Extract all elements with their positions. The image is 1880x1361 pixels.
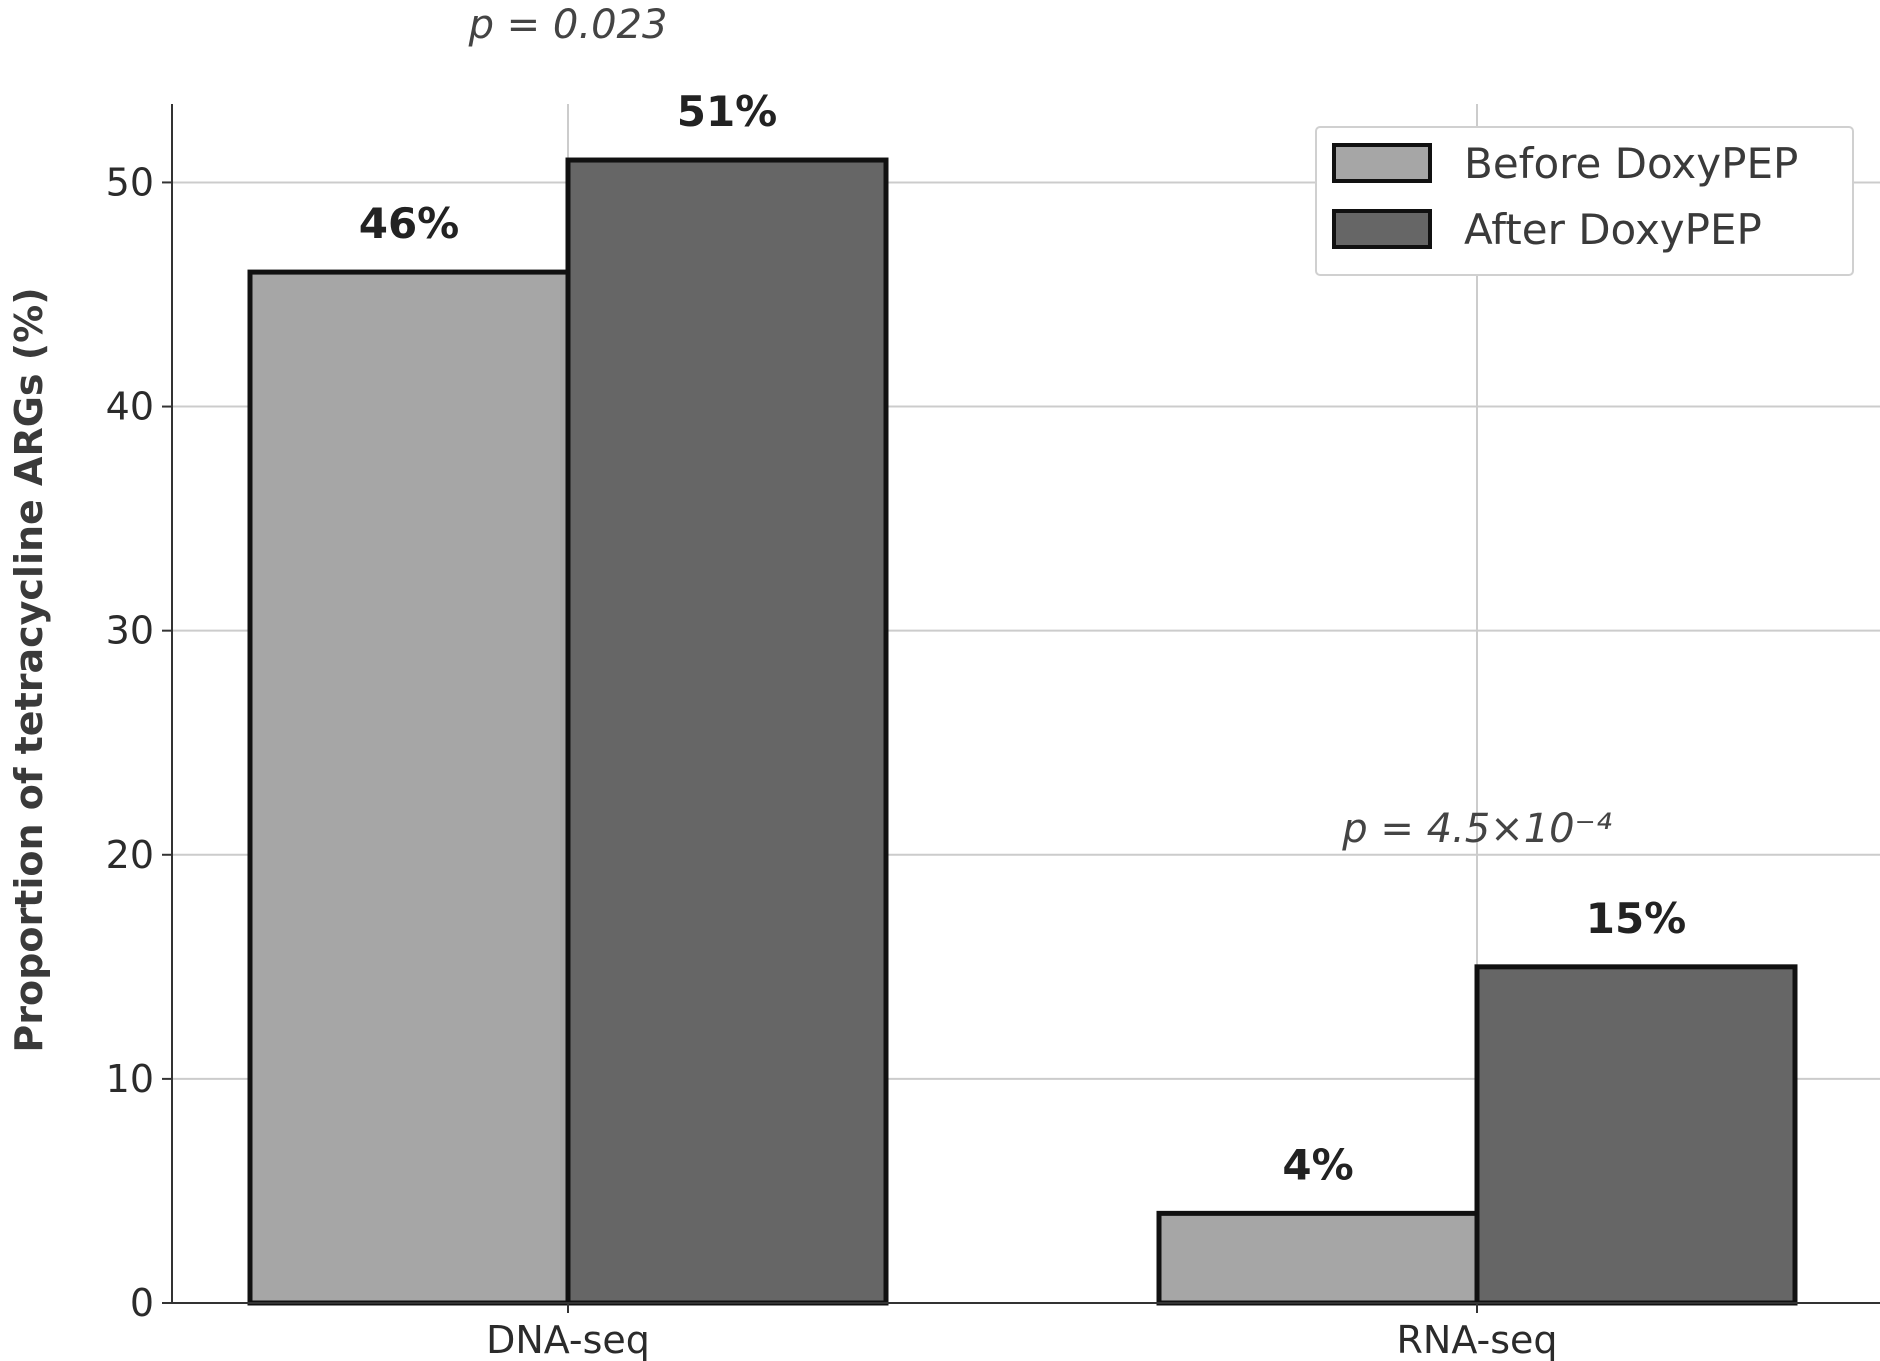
axes: 0 10 20 30 40 50 DNA-seq RNA-seq xyxy=(106,104,1880,1361)
legend-label-after: After DoxyPEP xyxy=(1464,205,1762,254)
bar-rna-seq-before xyxy=(1156,1210,1480,1306)
bar-dna-seq-after xyxy=(565,157,889,1306)
y-tick-label-40: 40 xyxy=(106,385,154,429)
x-tick-label-rna-seq: RNA-seq xyxy=(1397,1318,1558,1361)
p-value-annotation-rna-seq: p = 4.5×10⁻⁴ xyxy=(1341,806,1612,852)
y-tick-label-0: 0 xyxy=(130,1281,154,1325)
data-label-dna-seq-after: 51% xyxy=(677,87,778,136)
bars xyxy=(247,157,1798,1306)
p-value-annotation-dna-seq: p = 0.023 xyxy=(468,2,668,48)
legend-swatch-after xyxy=(1332,209,1432,249)
data-labels: 46% 4% 51% 15% p = 0.023 p = 4.5×10⁻⁴ xyxy=(359,2,1687,1189)
data-label-rna-seq-after: 15% xyxy=(1586,894,1687,943)
legend-label-before: Before DoxyPEP xyxy=(1464,139,1798,188)
data-label-rna-seq-before: 4% xyxy=(1282,1140,1353,1189)
legend[interactable]: Before DoxyPEP After DoxyPEP xyxy=(1315,126,1854,276)
y-axis-title: Proportion of tetracycline ARGs (%) xyxy=(7,287,51,1052)
legend-frame xyxy=(1315,126,1854,276)
y-tick-label-10: 10 xyxy=(106,1057,154,1101)
bar-dna-seq-before xyxy=(247,269,571,1306)
bar-rna-seq-after xyxy=(1474,964,1798,1306)
y-tick-label-30: 30 xyxy=(106,609,154,653)
x-tick-label-dna-seq: DNA-seq xyxy=(486,1318,650,1361)
legend-swatch-before xyxy=(1332,143,1432,183)
y-tick-label-20: 20 xyxy=(106,833,154,877)
data-label-dna-seq-before: 46% xyxy=(359,199,460,248)
y-tick-label-50: 50 xyxy=(106,160,154,204)
